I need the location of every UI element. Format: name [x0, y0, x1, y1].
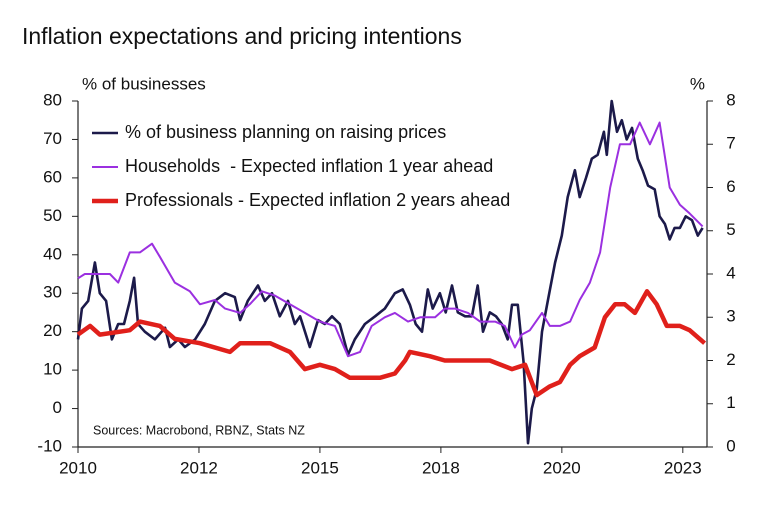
series-line	[76, 99, 704, 445]
x-tick-label: 2015	[301, 458, 339, 477]
x-tick-label: 2023	[664, 458, 702, 477]
y-tick-label: 40	[43, 244, 62, 263]
annotation: Sources: Macrobond, RBNZ, Stats NZ	[93, 423, 305, 437]
legend-label: Professionals - Expected inflation 2 yea…	[125, 190, 510, 210]
y-tick-label: 10	[43, 360, 62, 379]
x-tick-label: 2010	[59, 458, 97, 477]
chart-title: Inflation expectations and pricing inten…	[22, 23, 462, 49]
y2-tick-label: 7	[726, 134, 735, 153]
y2-tick-label: 4	[726, 263, 735, 282]
series-line	[77, 121, 704, 358]
y-tick-label: -10	[37, 436, 62, 455]
x-tick-label: 2020	[543, 458, 581, 477]
y2-tick-label: 6	[726, 177, 735, 196]
y2-tick-label: 8	[726, 90, 735, 109]
legend-label: % of business planning on raising prices	[125, 122, 446, 142]
y2-tick-label: 0	[726, 436, 735, 455]
y-tick-label: 80	[43, 90, 62, 109]
y-tick-label: 50	[43, 206, 62, 225]
legend-label: Households - Expected inflation 1 year a…	[125, 156, 493, 176]
y2-tick-label: 5	[726, 220, 735, 239]
x-tick-label: 2018	[422, 458, 460, 477]
y2-tick-label: 1	[726, 393, 735, 412]
x-tick-label: 2012	[180, 458, 218, 477]
y2-axis-label: %	[690, 74, 705, 93]
y2-tick-label: 3	[726, 307, 735, 326]
y-axis-label: % of businesses	[82, 74, 206, 93]
y-tick-label: 20	[43, 321, 62, 340]
y-tick-label: 70	[43, 129, 62, 148]
y-tick-label: 0	[53, 398, 62, 417]
y2-tick-label: 2	[726, 350, 735, 369]
y-tick-label: 60	[43, 167, 62, 186]
y-tick-label: 30	[43, 283, 62, 302]
series-line	[76, 289, 707, 398]
